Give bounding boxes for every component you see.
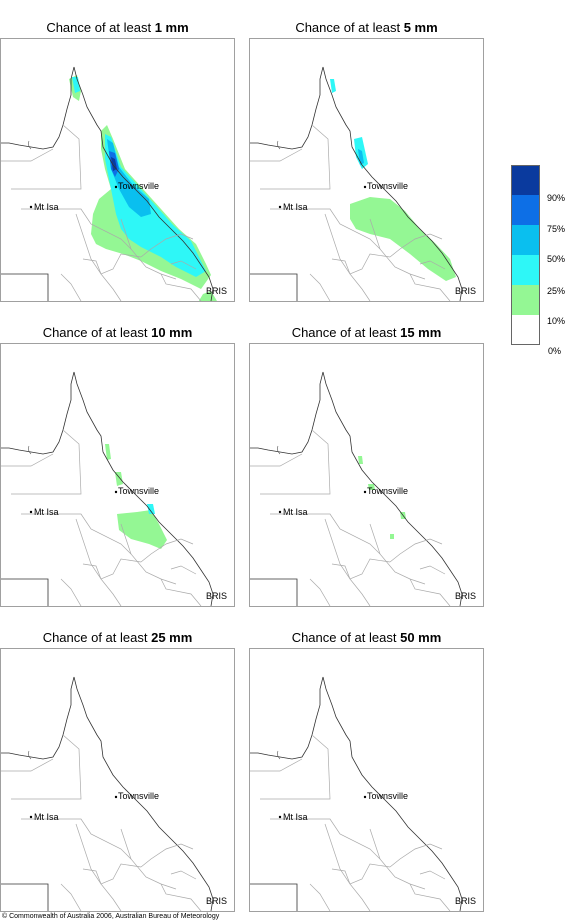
copyright-notice: © Commonwealth of Australia 2006, Austra… xyxy=(2,913,220,920)
label-brisbane: BRIS xyxy=(455,896,476,906)
qld-map: Townsville Mt Isa BRIS xyxy=(250,66,476,301)
map-1mm: Townsville Mt Isa BRIS xyxy=(0,38,235,302)
label-mt-isa: Mt Isa xyxy=(34,202,59,212)
rain-overlay-10mm xyxy=(105,444,167,549)
label-brisbane: BRIS xyxy=(206,591,227,601)
qld-map: Townsville Mt Isa BRIS xyxy=(250,676,476,911)
label-mt-isa: Mt Isa xyxy=(283,202,308,212)
label-mt-isa: Mt Isa xyxy=(283,812,308,822)
district-boundaries xyxy=(250,734,451,911)
label-mt-isa: Mt Isa xyxy=(34,812,59,822)
label-townsville: Townsville xyxy=(118,486,159,496)
legend-swatch-50 xyxy=(511,225,540,255)
district-boundaries xyxy=(250,124,451,301)
state-outline xyxy=(250,66,463,301)
qld-map: Townsville Mt Isa BRIS xyxy=(1,66,227,301)
rain-overlay-15mm xyxy=(358,456,406,539)
qld-map: Townsville Mt Isa BRIS xyxy=(1,371,227,606)
district-boundaries xyxy=(1,734,202,911)
label-townsville: Townsville xyxy=(367,486,408,496)
label-brisbane: BRIS xyxy=(206,896,227,906)
state-outline xyxy=(1,66,214,301)
label-townsville: Townsville xyxy=(367,791,408,801)
legend-label-10: 10% xyxy=(547,316,566,326)
panel-title: Chance of at least 25 mm xyxy=(42,630,193,645)
panel-title: Chance of at least 50 mm xyxy=(291,630,442,645)
legend-label-25: 25% xyxy=(547,286,566,296)
rain-overlay-5mm xyxy=(330,79,456,281)
state-outline xyxy=(250,371,463,606)
label-townsville: Townsville xyxy=(118,791,159,801)
label-mt-isa: Mt Isa xyxy=(34,507,59,517)
legend-swatch-75 xyxy=(511,195,540,225)
district-boundaries xyxy=(1,429,202,606)
label-mt-isa: Mt Isa xyxy=(283,507,308,517)
state-outline xyxy=(1,371,214,606)
legend-label-50: 50% xyxy=(547,254,566,264)
probability-legend: 90% 75% 50% 25% 10% 0% xyxy=(511,165,570,356)
label-brisbane: BRIS xyxy=(455,286,476,296)
district-boundaries xyxy=(250,429,451,606)
map-10mm: Townsville Mt Isa BRIS xyxy=(0,343,235,607)
map-15mm: Townsville Mt Isa BRIS xyxy=(249,343,484,607)
legend-swatch-0 xyxy=(511,315,540,345)
panel-title: Chance of at least 15 mm xyxy=(291,325,442,340)
map-25mm: Townsville Mt Isa BRIS xyxy=(0,648,235,912)
label-townsville: Townsville xyxy=(118,181,159,191)
district-boundaries xyxy=(1,124,202,301)
qld-map: Townsville Mt Isa BRIS xyxy=(1,676,227,911)
label-brisbane: BRIS xyxy=(206,286,227,296)
map-5mm: Townsville Mt Isa BRIS xyxy=(249,38,484,302)
legend-swatch-10 xyxy=(511,285,540,315)
panel-title: Chance of at least 5 mm xyxy=(295,20,438,35)
panel-title: Chance of at least 10 mm xyxy=(42,325,193,340)
legend-label-0: 0% xyxy=(548,346,562,356)
map-50mm: Townsville Mt Isa BRIS xyxy=(249,648,484,912)
state-outline xyxy=(1,676,214,911)
legend-swatch-90 xyxy=(511,165,540,195)
state-outline xyxy=(250,676,463,911)
legend-swatch-25 xyxy=(511,255,540,285)
label-townsville: Townsville xyxy=(367,181,408,191)
panel-title: Chance of at least 1 mm xyxy=(46,20,189,35)
qld-map: Townsville Mt Isa BRIS xyxy=(250,371,476,606)
legend-label-75: 75% xyxy=(547,224,566,234)
label-brisbane: BRIS xyxy=(455,591,476,601)
legend-label-90: 90% xyxy=(547,193,566,203)
